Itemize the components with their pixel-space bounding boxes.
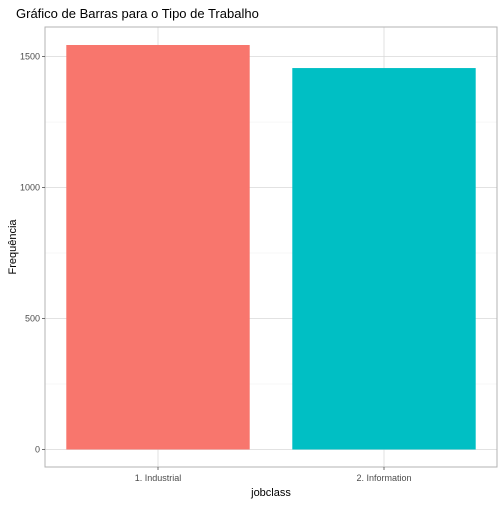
y-tick-label: 500 xyxy=(25,314,40,324)
y-axis: 0 500 1000 1500 xyxy=(20,52,45,455)
y-tick-label: 1500 xyxy=(20,52,40,62)
chart-title: Gráfico de Barras para o Tipo de Trabalh… xyxy=(16,6,259,21)
bars xyxy=(66,45,475,450)
x-axis: 1. Industrial 2. Information xyxy=(135,467,412,483)
bar xyxy=(292,68,475,449)
x-tick-label: 1. Industrial xyxy=(135,473,182,483)
x-tick-label: 2. Information xyxy=(356,473,411,483)
y-tick-label: 0 xyxy=(35,445,40,455)
y-tick-label: 1000 xyxy=(20,183,40,193)
x-axis-title: jobclass xyxy=(250,487,291,499)
y-axis-title: Frequência xyxy=(7,219,19,275)
bar xyxy=(66,45,249,450)
